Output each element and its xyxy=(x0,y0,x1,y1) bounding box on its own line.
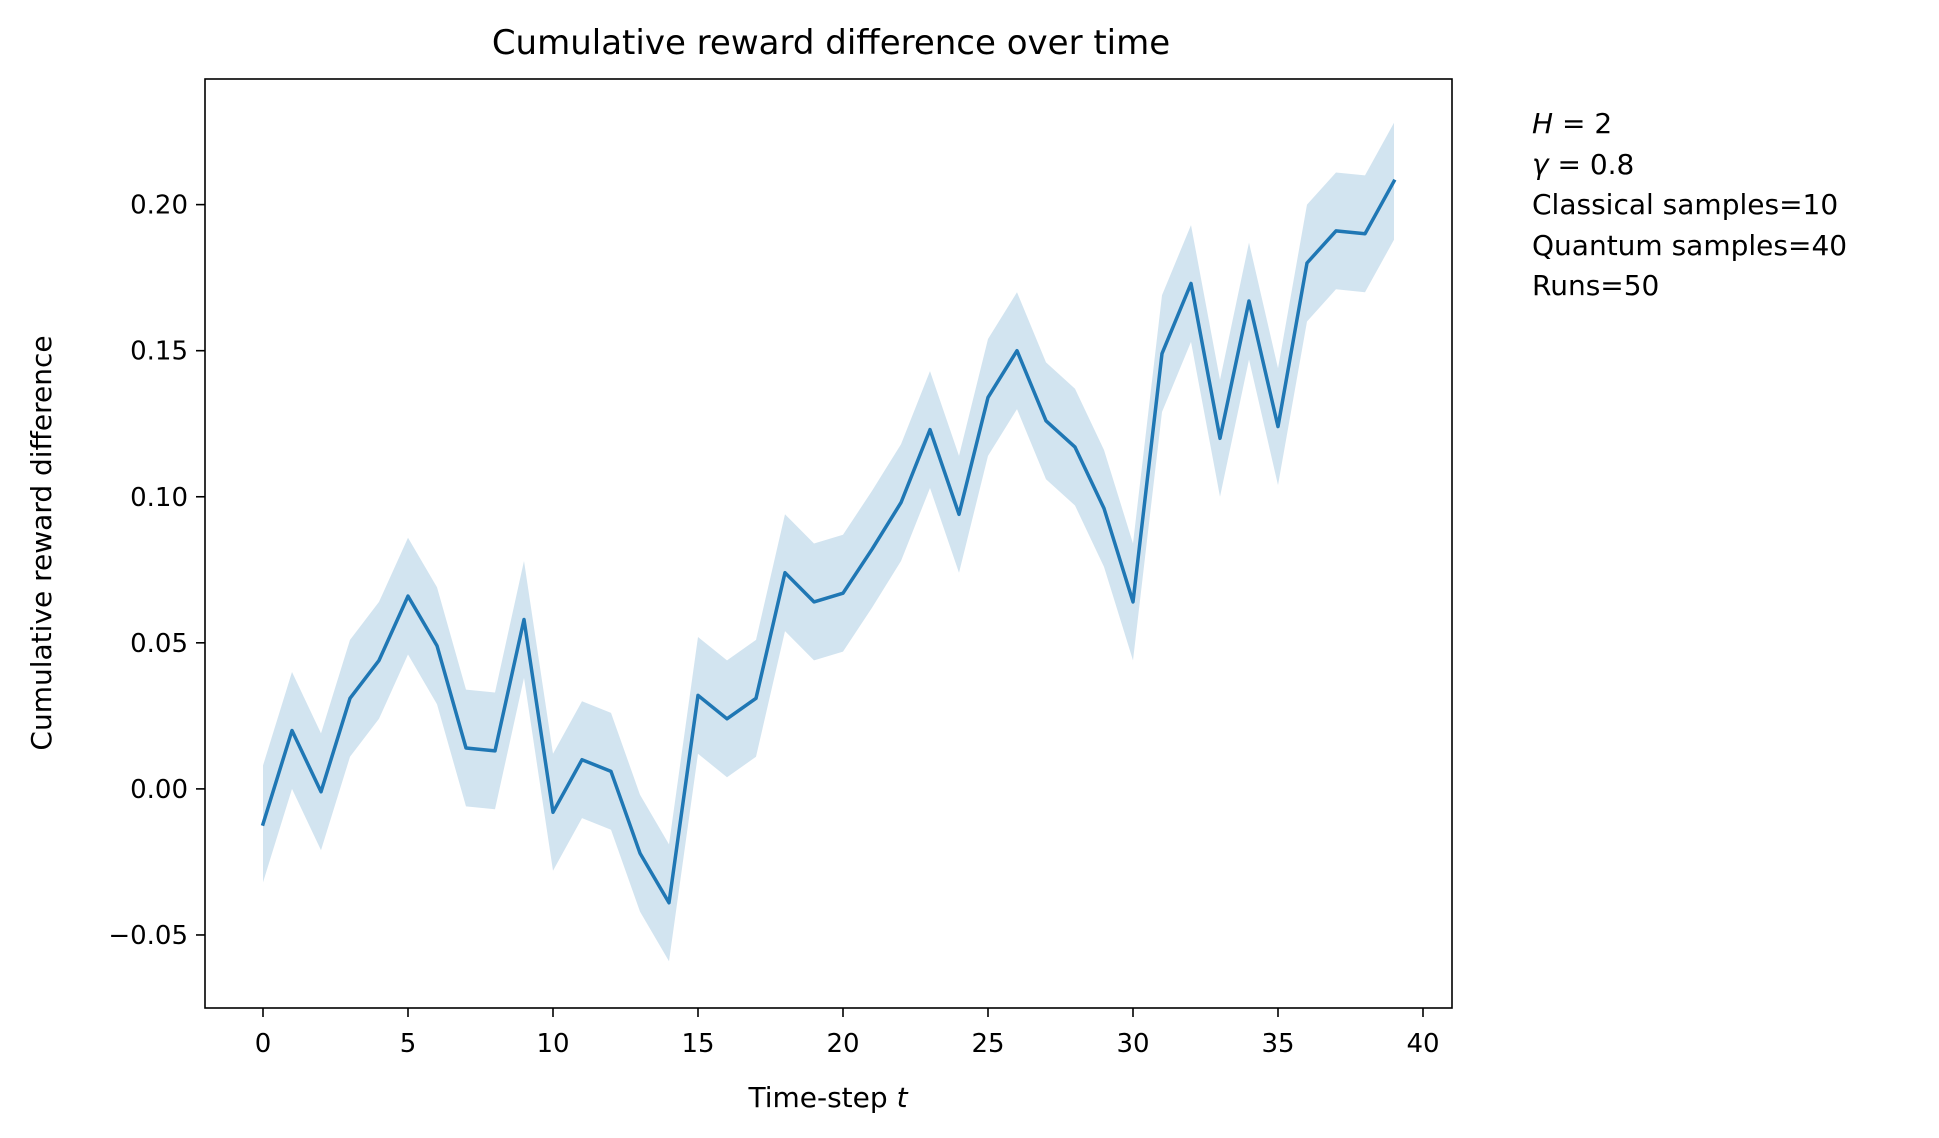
y-axis: −0.05 0.00 0.05 0.10 0.15 0.20 xyxy=(108,191,205,951)
y-tick-label: 0.20 xyxy=(130,191,188,221)
x-tick-label: 25 xyxy=(971,1029,1004,1059)
y-axis-label: Cumulative reward difference xyxy=(25,335,58,750)
annotation-classical-samples: Classical samples=10 xyxy=(1532,188,1839,221)
confidence-band xyxy=(263,122,1394,962)
annotation-gamma: γ = 0.8 xyxy=(1532,147,1635,181)
annotation-runs: Runs=50 xyxy=(1532,269,1660,302)
x-tick-label: 20 xyxy=(826,1029,859,1059)
y-tick-label: 0.10 xyxy=(130,483,188,513)
x-tick-label: 40 xyxy=(1406,1029,1439,1059)
x-tick-label: 30 xyxy=(1116,1029,1149,1059)
plot-area xyxy=(260,122,1397,962)
y-tick-label: 0.00 xyxy=(130,775,188,805)
chart-title: Cumulative reward difference over time xyxy=(492,23,1170,63)
plot-frame xyxy=(204,78,1453,1009)
y-tick-label: −0.05 xyxy=(108,921,188,951)
x-axis: 0 5 10 15 20 25 30 35 40 xyxy=(255,1008,1440,1059)
series-line xyxy=(260,178,1397,905)
x-tick-label: 10 xyxy=(536,1029,569,1059)
x-tick-label: 0 xyxy=(255,1029,272,1059)
y-tick-label: 0.05 xyxy=(130,629,188,659)
parameter-annotation: H = 2 γ = 0.8 Classical samples=10 Quant… xyxy=(1532,104,1847,307)
annotation-quantum-samples: Quantum samples=40 xyxy=(1532,228,1848,262)
x-tick-label: 15 xyxy=(681,1029,714,1059)
x-tick-label: 35 xyxy=(1261,1029,1294,1059)
annotation-h: H = 2 xyxy=(1532,107,1613,140)
x-axis-label: Time-step t xyxy=(747,1081,908,1114)
y-tick-label: 0.15 xyxy=(130,337,188,367)
x-tick-label: 5 xyxy=(400,1029,417,1059)
